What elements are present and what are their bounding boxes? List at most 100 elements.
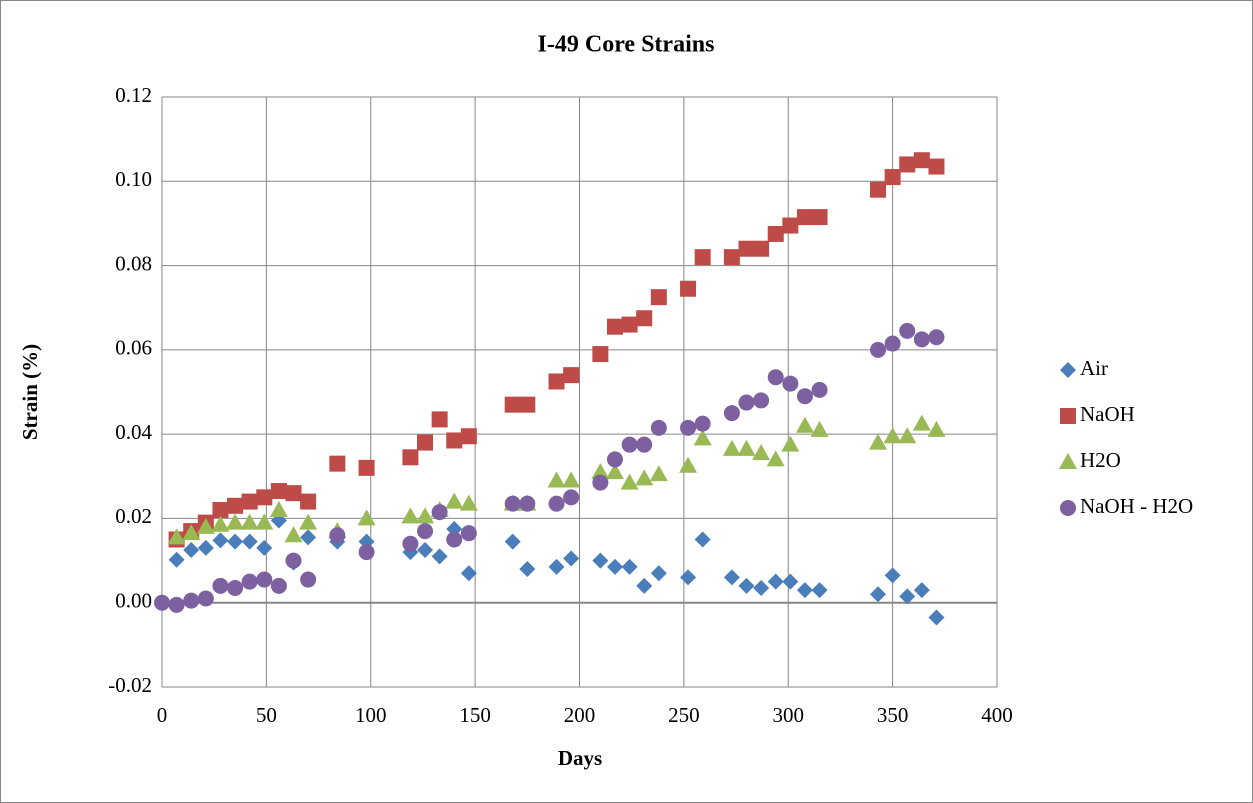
marker [636,436,653,453]
x-tick-label: 50 [256,703,277,727]
marker [621,558,638,575]
marker [870,341,887,358]
x-axis-label: Days [558,746,602,770]
marker [782,573,799,590]
marker [680,569,697,586]
marker [460,525,477,542]
marker [300,529,317,546]
marker [548,495,565,512]
marker [694,415,711,432]
marker [928,158,945,175]
marker [460,428,477,445]
marker [417,523,434,540]
marker [504,495,521,512]
marker [417,434,434,451]
marker [753,240,770,257]
marker [1060,362,1076,378]
marker [636,310,653,327]
marker [212,502,229,518]
marker [402,535,419,552]
x-tick-label: 0 [157,703,168,727]
marker [738,240,755,257]
marker [431,411,448,428]
x-tick-label: 250 [668,703,700,727]
marker [226,513,245,530]
marker [1060,500,1076,516]
marker [241,493,258,510]
marker [211,515,230,532]
marker [285,552,302,569]
marker [1059,453,1077,469]
marker [870,181,887,198]
marker [431,548,448,565]
marker [650,565,667,582]
x-tick-label: 100 [355,703,387,727]
marker [168,551,185,568]
y-tick-label: 0.04 [115,420,152,444]
marker [884,169,901,186]
marker [928,609,945,626]
marker [811,582,828,599]
marker [649,465,668,482]
marker [650,419,667,436]
marker [284,526,303,543]
marker [738,394,755,411]
marker [197,539,214,556]
marker [548,558,565,575]
marker [563,550,580,567]
marker [767,225,784,242]
marker [650,289,667,306]
marker [299,513,318,530]
x-tick-label: 150 [459,703,491,727]
marker [270,577,287,594]
marker [416,507,435,524]
marker [927,420,946,437]
marker [431,504,448,521]
chart-title: I-49 Core Strains [538,32,715,58]
marker [912,414,931,431]
marker [417,542,434,559]
marker [913,152,930,169]
marker [196,517,215,534]
marker [460,565,477,582]
marker [519,396,536,413]
y-tick-label: 0.00 [115,589,152,613]
marker [738,577,755,594]
marker [592,346,609,363]
marker [212,532,229,549]
marker [811,381,828,398]
marker [446,531,463,548]
marker [270,483,287,500]
marker [621,316,638,333]
y-tick-label: 0.10 [115,167,152,191]
marker [240,513,259,530]
marker [606,558,623,575]
marker [183,542,200,559]
marker [636,577,653,594]
marker [300,493,317,510]
marker [358,459,375,476]
marker [519,495,536,512]
marker [459,494,478,511]
marker [227,533,244,550]
marker [680,280,697,297]
marker [256,571,273,588]
marker [445,492,464,509]
marker [722,439,741,456]
marker [446,432,463,449]
marker [635,469,654,486]
marker [167,528,186,545]
marker [401,507,420,524]
marker [606,451,623,468]
marker [870,586,887,603]
y-tick-label: 0.06 [115,336,152,360]
marker [767,573,784,590]
marker [723,569,740,586]
marker [547,471,566,488]
marker [605,463,624,480]
marker [899,322,916,339]
marker [928,329,945,346]
marker [884,567,901,584]
marker [563,367,580,384]
marker [694,531,711,548]
